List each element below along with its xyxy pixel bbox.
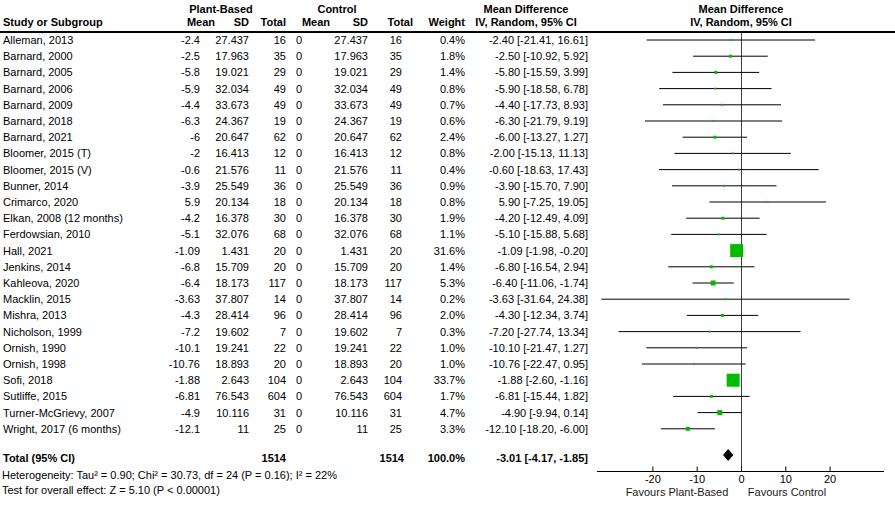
effect-square (693, 363, 695, 365)
effect-square (721, 314, 724, 317)
effect-square (717, 410, 722, 415)
effect-square (723, 185, 725, 187)
effect-square (718, 233, 720, 235)
forest-plot-page: Plant-Based Control Mean Difference Mean… (0, 0, 895, 512)
effect-square (714, 88, 716, 90)
effect-square (710, 265, 713, 268)
effect-square (727, 374, 740, 387)
effect-square (713, 120, 715, 122)
total-diamond (723, 449, 733, 461)
effect-square (730, 39, 732, 41)
effect-square (710, 395, 713, 398)
effect-square (686, 427, 690, 431)
effect-square (724, 298, 726, 300)
effect-square (696, 347, 698, 349)
effect-square (713, 136, 716, 139)
effect-square (711, 281, 716, 286)
effect-square (714, 71, 717, 74)
effect-square (730, 244, 743, 257)
effect-square (767, 201, 769, 203)
effect-square (709, 331, 711, 333)
effect-square (738, 169, 740, 171)
effect-square (732, 152, 734, 154)
forest-plot-graphics (0, 0, 895, 512)
effect-square (721, 217, 724, 220)
effect-square (729, 55, 732, 58)
effect-square (721, 104, 723, 106)
